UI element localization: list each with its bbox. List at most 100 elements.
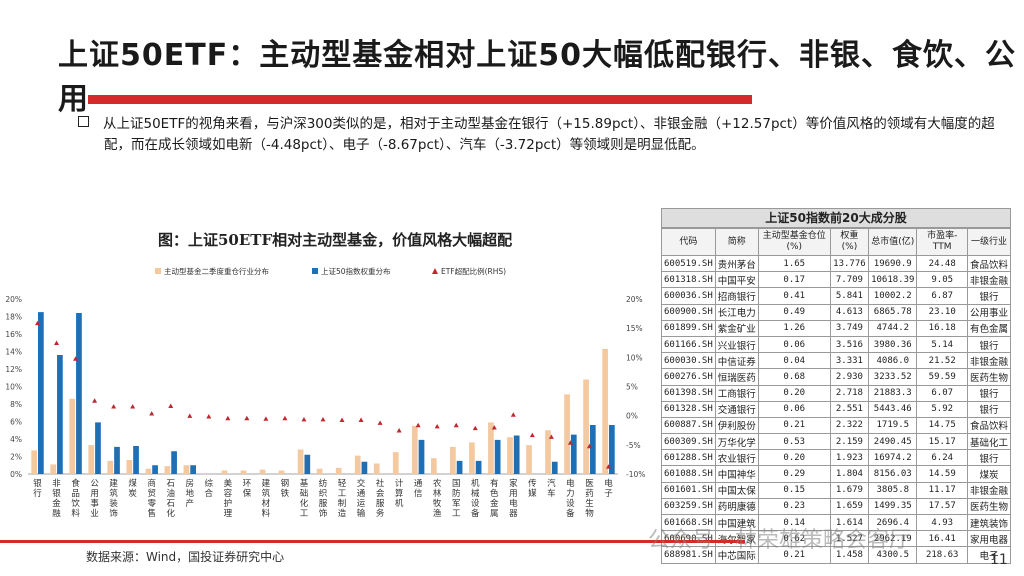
footer-rule — [0, 540, 745, 543]
y-tick-label: 6% — [10, 418, 22, 427]
table-cell: 10618.39 — [868, 271, 918, 289]
bar-fund — [50, 464, 57, 474]
marker-etf — [187, 413, 193, 418]
marker-etf — [54, 340, 60, 345]
y2-tick-label: 0% — [626, 412, 638, 421]
y-tick-label: 10% — [5, 383, 22, 392]
table-cell: 工商银行 — [714, 384, 759, 402]
table-cell: 601899.SH — [661, 319, 716, 337]
bar-index — [589, 425, 596, 474]
x-tick-label: 环保 — [243, 479, 252, 499]
bar-fund — [297, 449, 304, 474]
table-cell: 银行 — [966, 287, 1012, 305]
table-cell: 3233.52 — [868, 368, 918, 386]
page-title: 上证50ETF：主动型基金相对上证50大幅低配银行、非银、食饮、公用 — [58, 38, 1016, 117]
constituents-table: 代码 简称 主动型基金仓位(%) 权重(%) 总市值(亿) 市盈率-TTM 一级行业 600… — [661, 228, 1012, 564]
x-tick-label: 汽车 — [547, 478, 556, 499]
table-cell: 0.41 — [757, 287, 831, 305]
bar-fund — [259, 469, 266, 474]
legend-marker-etf — [432, 268, 438, 274]
bar-fund — [335, 467, 342, 474]
table-cell: 农业银行 — [714, 449, 759, 467]
marker-etf — [320, 416, 326, 422]
table-row: 600276.SH 恒瑞医药 0.68 2.930 3233.52 59.59 医药生物 — [661, 368, 1012, 386]
table-row: 603259.SH 药明康德 0.23 1.659 1499.35 17.57 医药生物 — [661, 497, 1012, 516]
legend-swatch-fund — [155, 268, 161, 274]
bar-index — [475, 460, 482, 474]
table-cell: 中国太保 — [714, 481, 759, 499]
table-cell: 7.709 — [829, 271, 870, 289]
table-cell: 0.68 — [757, 368, 831, 386]
table-cell: 600887.SH — [661, 416, 716, 435]
x-tick-label: 房地产 — [186, 478, 195, 509]
table-row: 600519.SH 贵州茅台 1.65 13.776 19690.9 24.48 食品饮料 — [661, 254, 1012, 273]
table-row: 600900.SH 长江电力 0.49 4.613 6865.78 23.10 公用事业 — [661, 303, 1012, 321]
bar-fund — [411, 425, 418, 474]
table-cell: 有色金属 — [966, 319, 1012, 337]
table-cell: 601088.SH — [661, 465, 716, 483]
table-cell: 6.24 — [916, 449, 968, 467]
bar-fund — [469, 442, 475, 474]
y2-tick-label: -5% — [626, 441, 641, 450]
marker-etf — [244, 415, 250, 421]
table-cell: 药明康德 — [714, 497, 759, 516]
marker-etf — [206, 414, 212, 419]
legend-label-etf: ETF超配比例(RHS) — [441, 266, 506, 276]
bar-fund — [392, 452, 399, 474]
table-cell: 银行 — [966, 384, 1012, 402]
table-row: 601166.SH 兴业银行 0.06 3.516 3980.36 5.14 银行 — [661, 335, 1012, 354]
table-cell: 21883.3 — [868, 384, 918, 402]
marker-etf — [339, 417, 345, 422]
table-row: 601288.SH 农业银行 0.20 1.923 16974.2 6.24 银行 — [661, 449, 1012, 467]
table-cell: 煤炭 — [966, 465, 1012, 483]
table-cell: 3805.8 — [868, 481, 918, 499]
x-tick-label: 轻工制造 — [338, 478, 347, 519]
bar-index — [361, 461, 368, 474]
table-header-cell: 简称 — [714, 228, 759, 256]
table-header-cell: 主动型基金仓位(%) — [757, 228, 831, 256]
table-cell: 1.804 — [829, 465, 870, 483]
table-header-row: 代码 简称 主动型基金仓位(%) 权重(%) 总市值(亿) 市盈率-TTM 一级行业 — [661, 228, 1012, 256]
marker-etf — [453, 422, 459, 428]
table-row: 601398.SH 工商银行 0.20 2.718 21883.3 6.07 银行 — [661, 384, 1012, 402]
x-tick-label: 基础化工 — [300, 478, 309, 519]
table-cell: 0.21 — [757, 546, 831, 564]
bar-index — [190, 465, 196, 474]
marker-etf — [263, 416, 269, 421]
table-cell: 紫金矿业 — [714, 319, 759, 337]
table-cell: 中芯国际 — [714, 546, 759, 564]
table-cell: 1.65 — [757, 254, 831, 273]
bar-fund — [583, 379, 589, 474]
table-cell: 601601.SH — [661, 481, 716, 499]
y2-tick-label: -10% — [626, 470, 645, 479]
bar-fund — [602, 348, 608, 474]
table-cell: 2.322 — [829, 416, 870, 435]
table-cell: 14.59 — [916, 465, 968, 483]
bar-fund — [202, 473, 209, 474]
table-cell: 600309.SH — [661, 433, 716, 451]
table-cell: 4086.0 — [868, 352, 918, 370]
bar-fund — [69, 398, 76, 474]
table-cell: 招商银行 — [714, 287, 759, 305]
x-tick-label: 传媒 — [528, 478, 537, 499]
bar-index — [570, 434, 577, 474]
table-cell: 非银金融 — [966, 271, 1012, 289]
bar-fund — [126, 460, 133, 474]
table-cell: 2.159 — [829, 433, 870, 451]
marker-etf — [396, 428, 402, 433]
bar-fund — [240, 470, 247, 474]
bar-index — [456, 460, 463, 474]
table-header-cell: 代码 — [661, 228, 716, 256]
bar-index — [76, 313, 82, 474]
table-cell: 银行 — [966, 400, 1012, 418]
x-tick-label: 银行 — [33, 478, 42, 499]
x-tick-label: 通信 — [414, 478, 423, 499]
y-tick-label: 8% — [10, 400, 22, 409]
table-cell: 601318.SH — [661, 271, 716, 289]
table-cell: 0.53 — [757, 433, 831, 451]
y2-tick-label: 5% — [626, 383, 638, 392]
bar-index — [57, 355, 63, 474]
table-cell: 4744.2 — [868, 319, 918, 337]
y2-tick-label: 20% — [626, 295, 643, 304]
table-cell: 600036.SH — [661, 287, 716, 305]
